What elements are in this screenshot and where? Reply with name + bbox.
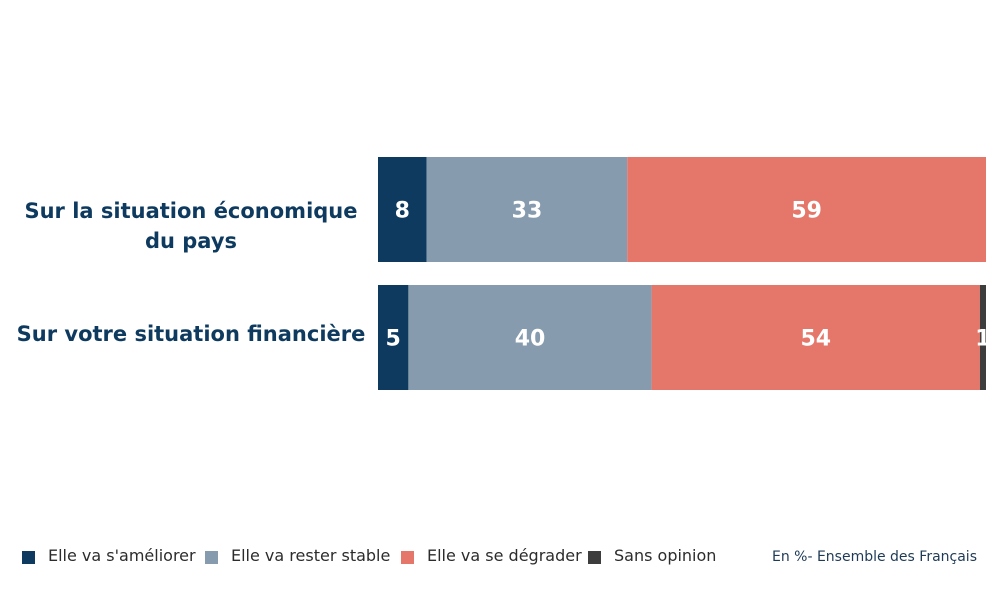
bar-segment-stable-1 bbox=[426, 157, 628, 262]
value-label-ameliorer-2: 5 bbox=[386, 327, 401, 352]
value-label-sans-opinion-2: 1 bbox=[975, 327, 990, 352]
bar-segment-degrader-1 bbox=[627, 157, 986, 262]
value-label-degrader-1: 59 bbox=[791, 199, 822, 224]
bar-segment-stable-2 bbox=[408, 285, 652, 390]
legend-swatch-sans-opinion bbox=[588, 551, 601, 564]
legend-label-stable: Elle va rester stable bbox=[231, 546, 391, 565]
legend-label-sans-opinion: Sans opinion bbox=[614, 546, 717, 565]
category-label-economy: Sur la situation économique du pays bbox=[24, 199, 358, 253]
bar-segment-sans-opinion-2 bbox=[979, 285, 986, 390]
bar-segment-ameliorer-1 bbox=[378, 157, 427, 262]
legend-swatch-stable bbox=[205, 551, 218, 564]
value-label-stable-2: 40 bbox=[515, 327, 546, 352]
category-label-finances: Sur votre situation financière bbox=[16, 322, 366, 346]
bar-segment-ameliorer-2 bbox=[378, 285, 409, 390]
legend-swatch-ameliorer bbox=[22, 551, 35, 564]
bar-segment-degrader-2 bbox=[651, 285, 980, 390]
value-label-ameliorer-1: 8 bbox=[395, 199, 410, 224]
value-label-degrader-2: 54 bbox=[800, 327, 831, 352]
footnote: En %- Ensemble des Français bbox=[771, 549, 977, 565]
value-label-stable-1: 33 bbox=[512, 199, 543, 224]
legend-label-degrader: Elle va se dégrader bbox=[427, 546, 582, 565]
legend-label-ameliorer: Elle va s'améliorer bbox=[48, 546, 196, 565]
legend-swatch-degrader bbox=[401, 551, 414, 564]
